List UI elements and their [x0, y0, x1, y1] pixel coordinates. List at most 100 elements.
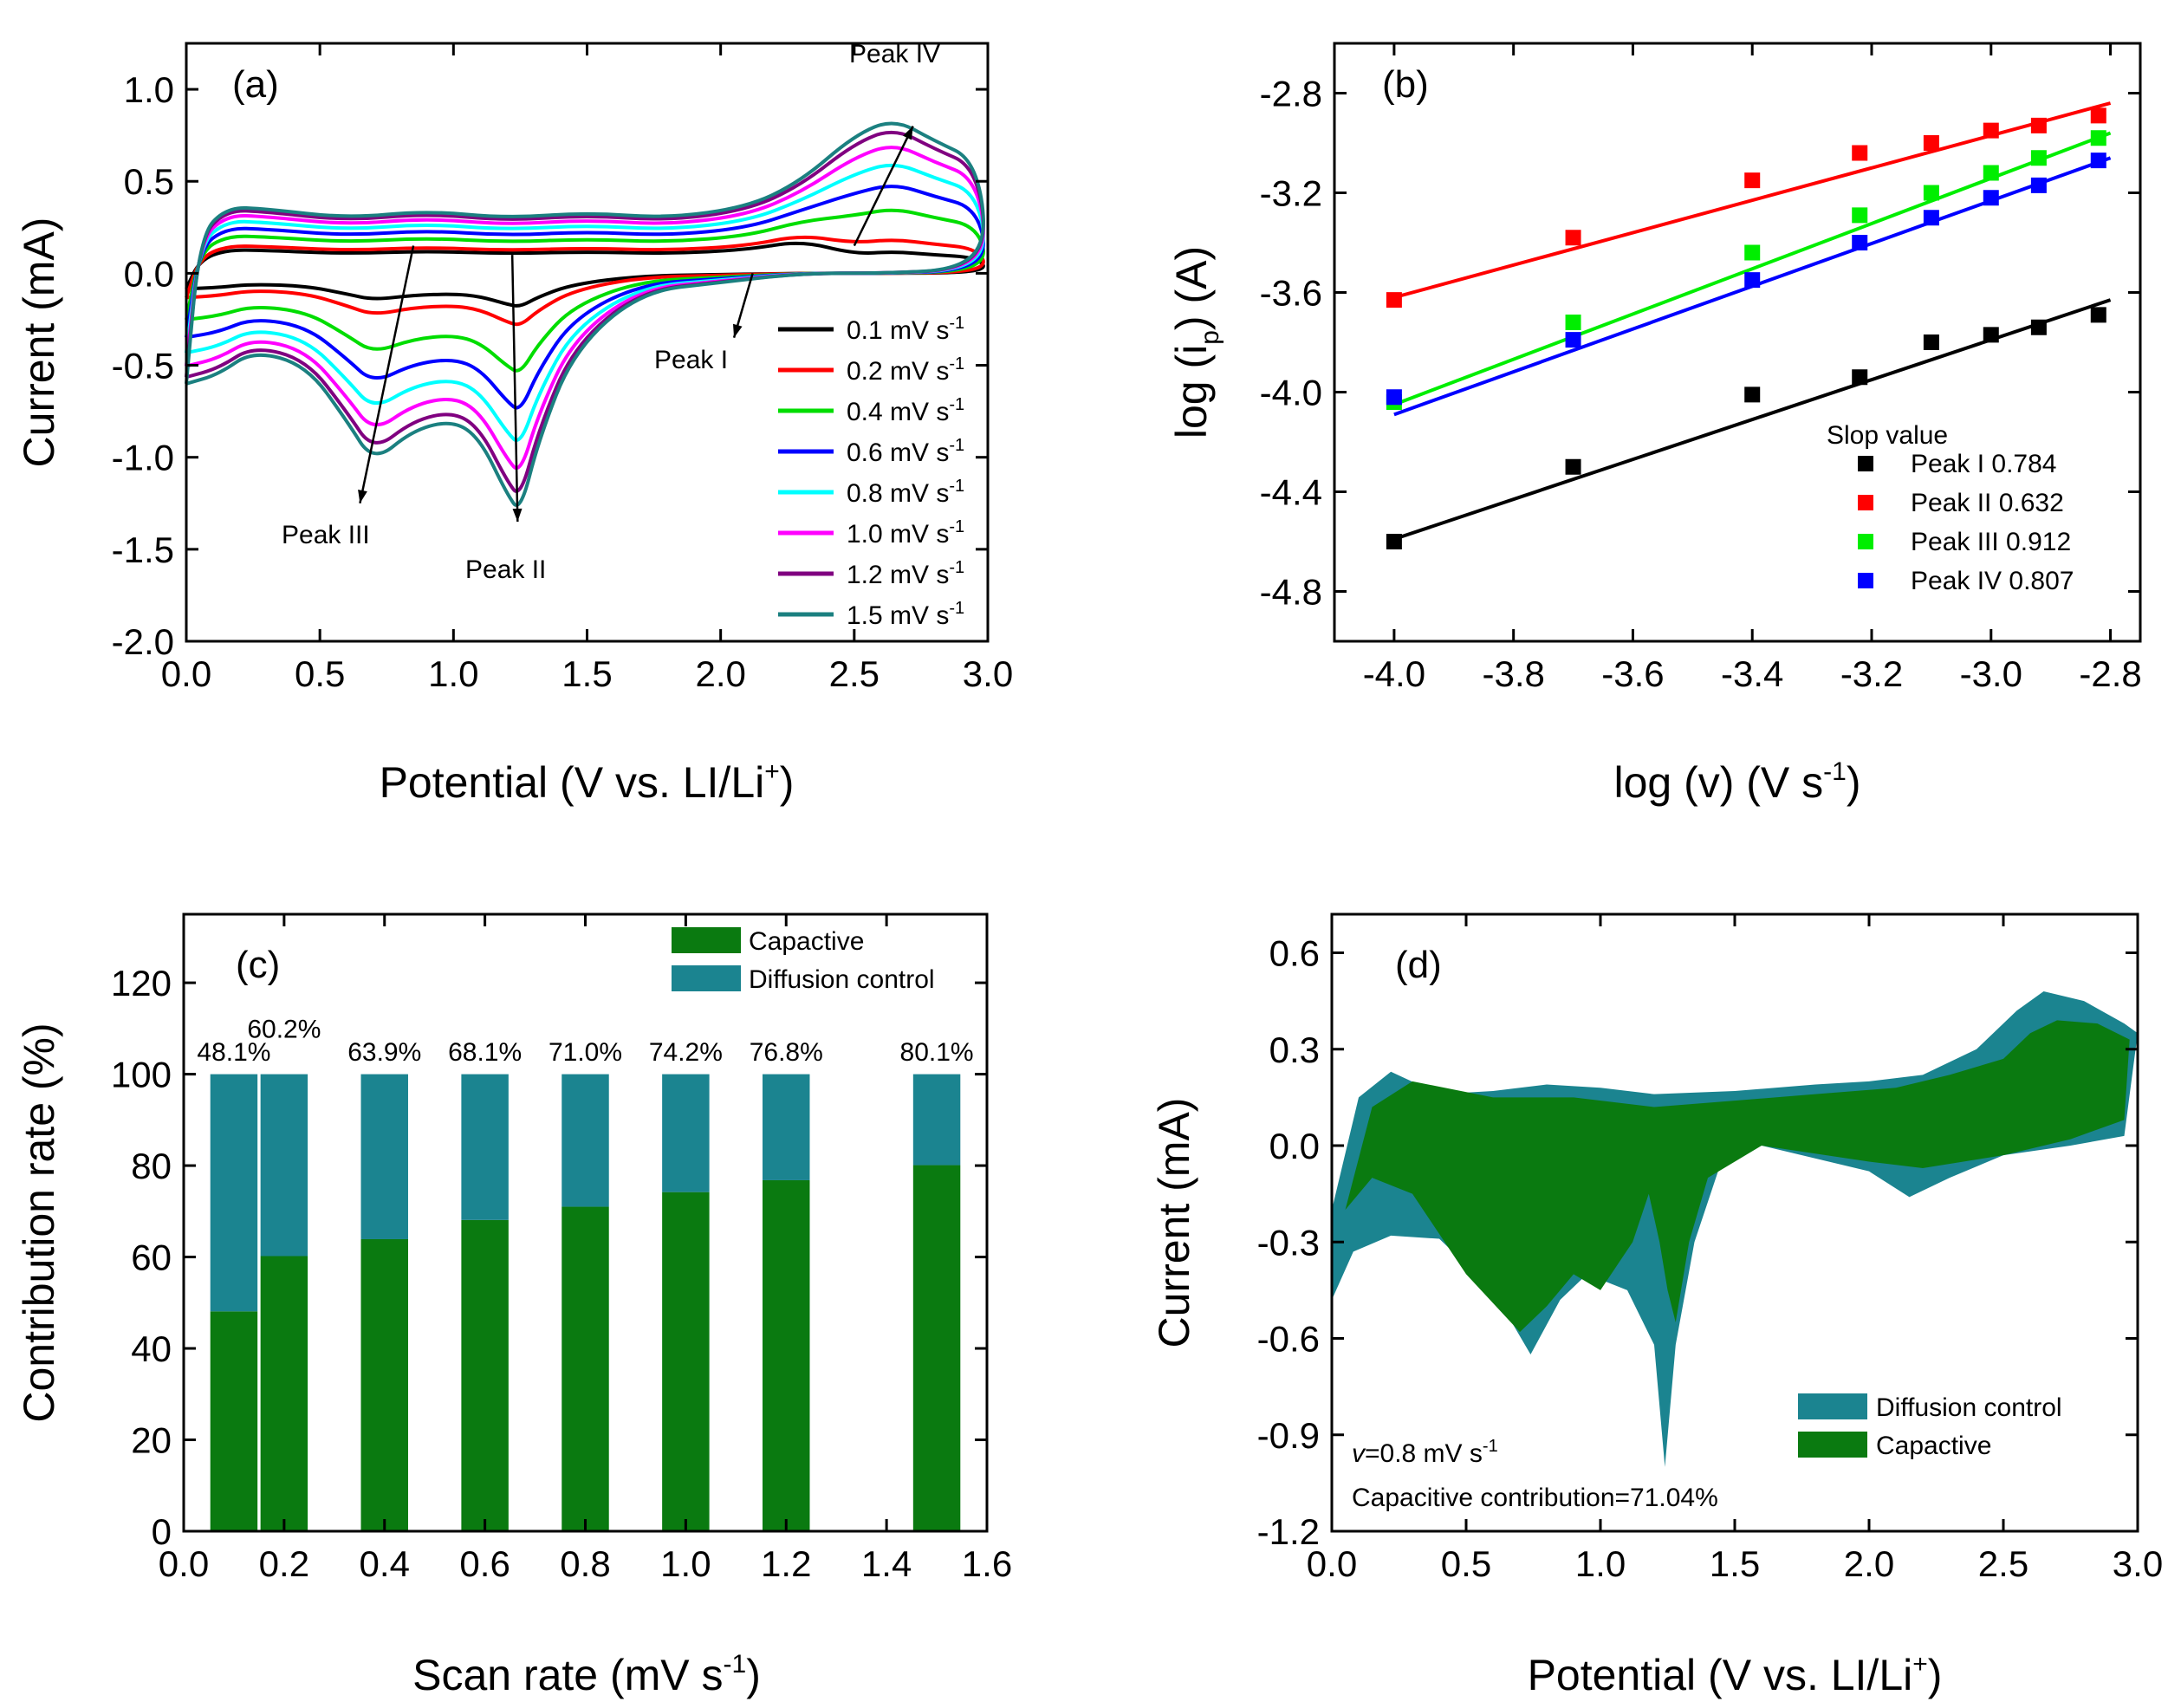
panel-d-xtick-label: 2.5: [1978, 1543, 2028, 1584]
bar-capacitive-0: [210, 1311, 258, 1531]
peak-iv-label: Peak IV: [849, 40, 940, 68]
legend-label-0: 0.1 mV s-1: [847, 314, 964, 345]
panel-a-xtick-label: 3.0: [963, 653, 1013, 694]
peak-i-label: Peak I: [654, 346, 728, 374]
legend-label-sup: -1: [949, 517, 964, 536]
scatter-point-1-6: [2030, 117, 2047, 133]
panel-d-xlabel-sup: +: [1912, 1650, 1928, 1679]
panel-a-legend: 0.1 mV s-10.2 mV s-10.4 mV s-10.6 mV s-1…: [778, 314, 964, 630]
panel-d-ytick-label: 0.0: [1269, 1126, 1320, 1166]
panel-a-ytick-label: -1.5: [112, 529, 174, 570]
panel-a-ytick-label: 1.0: [124, 69, 174, 110]
legend-marker-1: [1858, 495, 1873, 510]
legend-label-6: 1.2 mV s-1: [847, 558, 964, 589]
panel-c-legend: Capactive Diffusion control: [672, 927, 935, 994]
bar-capacitive-5: [662, 1192, 710, 1531]
scatter-point-0-0: [1386, 534, 1402, 549]
panel-c-xtick-label: 0.6: [459, 1543, 510, 1584]
bar-percent-label-6: 76.8%: [750, 1038, 823, 1067]
panel-c-ytick-label: 0: [152, 1511, 172, 1552]
scatter-point-3-6: [2030, 177, 2047, 193]
panel-a-ytick-label: -2.0: [112, 621, 174, 662]
panel-a-ticks: 0.0 0.5 1.0 1.5 2.0 2.5 3.0 1.0 0.5 0.0 -0.5 -1.0 -1…: [112, 43, 1013, 694]
panel-c-ytick-label: 40: [131, 1328, 172, 1369]
panel-b-legend-title: Slop value: [1827, 421, 1948, 450]
panel-b-series: [1386, 101, 2112, 549]
bar-percent-label-7: 80.1%: [900, 1038, 974, 1067]
cv-curve-7: [185, 121, 985, 507]
panel-c-ytick-label: 100: [111, 1055, 172, 1095]
bar-diffusion-3: [461, 1074, 509, 1220]
panel-d-xlabel: Potential (V vs. LI/Li+): [1528, 1650, 1943, 1699]
bar-diffusion-4: [561, 1074, 609, 1207]
panel-a-peak-arrows: [358, 125, 914, 523]
panel-c-ytick-label: 80: [131, 1146, 172, 1186]
panel-b-xtick-label: -2.8: [2079, 653, 2141, 694]
panel-c-ytick-label: 60: [131, 1237, 172, 1278]
legend-label-sup: -1: [949, 314, 964, 333]
panel-b-legend: Slop value Peak I 0.784 Peak II 0.632 Peak…: [1827, 421, 2074, 595]
scatter-point-3-4: [1923, 210, 1939, 226]
scatter-point-3-5: [1983, 190, 1999, 206]
panel-c-bars: 48.1%60.2% 63.9% 68.1% 71.0% 74.2% 76.8% 80.1%: [197, 1015, 974, 1531]
panel-b-ytick-label: -3.6: [1260, 273, 1322, 314]
panel-b-xtick-label: -3.0: [1960, 653, 2022, 694]
cv-curve-6: [185, 130, 985, 493]
panel-b-xlabel: log (v) (V s-1): [1613, 757, 1860, 807]
panel-c-xlabel-end: ): [746, 1651, 761, 1699]
scatter-point-2-5: [1983, 165, 1999, 181]
panel-b-ticks: -4.0 -3.8 -3.6 -3.4 -3.2 -3.0 -2.8 -2.8 -3.2 -3.6…: [1260, 43, 2142, 694]
panel-b-ylabel-main: log (i: [1167, 345, 1216, 438]
panel-a-cv-curves: 0.0 0.5 1.0 1.5 2.0 2.5 3.0 1.0 0.5 0.0 -0.5 -1.0 -1…: [15, 40, 1013, 807]
scatter-point-2-7: [2090, 130, 2106, 146]
legend-label-2: Peak III 0.912: [1911, 528, 2071, 556]
legend-label-2: 0.4 mV s-1: [847, 395, 964, 426]
panel-c-ylabel: Contribution rate (%): [15, 1023, 63, 1422]
panel-d-note-rate-sup: -1: [1483, 1437, 1498, 1456]
panel-a-xtick-label: 0.5: [295, 653, 345, 694]
panel-a-xtick-label: 1.0: [428, 653, 478, 694]
scatter-point-0-7: [2090, 307, 2106, 323]
legend-label-sup: -1: [949, 558, 964, 577]
panel-b-log-plot: -4.0 -3.8 -3.6 -3.4 -3.2 -3.0 -2.8 -2.8 -3.2 -3.6…: [1167, 42, 2142, 807]
panel-c-xtick-label: 1.4: [861, 1543, 912, 1584]
legend-label-sup: -1: [949, 599, 964, 618]
legend-label-sup: -1: [949, 436, 964, 455]
panel-d-xlabel-end: ): [1928, 1651, 1943, 1699]
panel-a-xtick-label: 2.0: [695, 653, 745, 694]
bar-diffusion-5: [662, 1074, 710, 1192]
panel-c-xlabel: Scan rate (mV s-1): [412, 1650, 761, 1699]
panel-b-ytick-label: -4.8: [1260, 572, 1322, 613]
panel-b-ylabel: log (ip) (A): [1167, 246, 1224, 438]
legend-marker-0: [1858, 456, 1873, 471]
panel-c-xtick-label: 0.0: [159, 1543, 209, 1584]
panel-b-ytick-label: -3.2: [1260, 173, 1322, 214]
legend-label-text: 0.4 mV s: [847, 398, 949, 426]
legend-label-1: Peak II 0.632: [1911, 489, 2064, 517]
bar-percent-label-1: 60.2%: [247, 1015, 321, 1043]
bar-percent-label-3: 68.1%: [448, 1038, 522, 1067]
panel-c-xtick-label: 1.0: [660, 1543, 711, 1584]
scatter-point-0-1: [1565, 458, 1581, 475]
panel-c-xlabel-sup: -1: [724, 1650, 747, 1679]
panel-a-xlabel-sup: +: [764, 757, 780, 786]
panel-c-xtick-label: 1.6: [962, 1543, 1012, 1584]
scatter-point-0-3: [1852, 369, 1868, 386]
legend-marker-3: [1858, 573, 1873, 588]
panel-b-label: (b): [1382, 63, 1429, 106]
scatter-point-1-1: [1565, 230, 1581, 246]
panel-d-ytick-label: 0.6: [1269, 933, 1320, 974]
panel-b-xtick-label: -3.6: [1601, 653, 1664, 694]
scatter-point-3-0: [1386, 389, 1402, 406]
legend-label-1: Capactive: [1876, 1432, 1991, 1460]
panel-d-ytick-label: -0.9: [1257, 1415, 1320, 1456]
panel-c-xtick-label: 0.8: [560, 1543, 610, 1584]
scatter-point-2-1: [1565, 315, 1581, 330]
peak-arrowhead-0: [903, 126, 913, 140]
panel-d-xtick-label: 1.0: [1575, 1543, 1626, 1584]
panel-c-bar-chart: 48.1%60.2% 63.9% 68.1% 71.0% 74.2% 76.8% 80.1%…: [15, 912, 1012, 1699]
bar-capacitive-1: [260, 1256, 308, 1531]
scatter-point-2-6: [2030, 150, 2047, 166]
panel-d-ytick-label: -0.6: [1257, 1319, 1320, 1360]
scatter-point-2-3: [1852, 207, 1868, 224]
